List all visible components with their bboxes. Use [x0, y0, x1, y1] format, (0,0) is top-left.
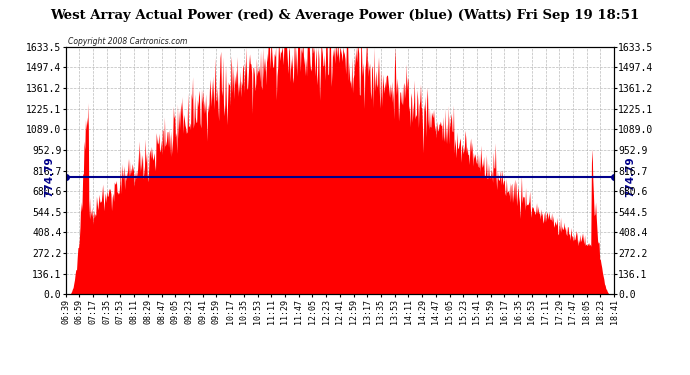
Text: Copyright 2008 Cartronics.com: Copyright 2008 Cartronics.com [68, 38, 188, 46]
Text: West Array Actual Power (red) & Average Power (blue) (Watts) Fri Sep 19 18:51: West Array Actual Power (red) & Average … [50, 9, 640, 22]
Text: 774.79: 774.79 [44, 157, 54, 197]
Text: 774.79: 774.79 [626, 157, 635, 197]
